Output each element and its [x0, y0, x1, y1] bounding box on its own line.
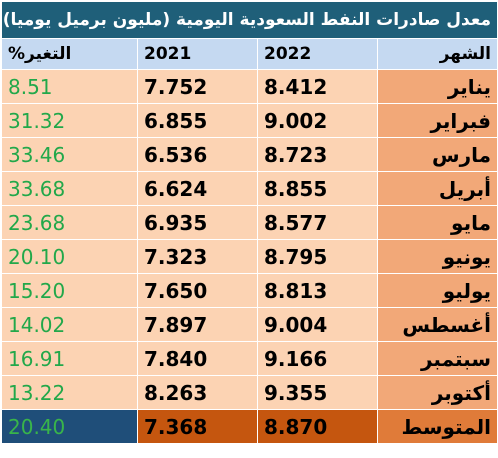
month-cell: يوليو: [377, 273, 498, 308]
month-cell: سبتمبر: [377, 341, 498, 376]
data-row: أغسطس 9.004 7.897 14.02: [1, 307, 498, 342]
data-row: أبريل 8.855 6.624 33.68: [1, 171, 498, 206]
value-2021-cell: 7.650: [137, 273, 258, 308]
month-cell: المتوسط: [377, 409, 498, 444]
month-cell: أكتوبر: [377, 375, 498, 410]
value-2022-cell: 9.166: [257, 341, 378, 376]
change-cell: 8.51: [1, 69, 138, 104]
value-2022-cell: 8.577: [257, 205, 378, 240]
value-2022-cell: 9.004: [257, 307, 378, 342]
value-2022-cell: 9.355: [257, 375, 378, 410]
value-2021-cell: 7.323: [137, 239, 258, 274]
value-2021-cell: 7.368: [137, 409, 258, 444]
value-2021-cell: 6.935: [137, 205, 258, 240]
change-cell: 33.68: [1, 171, 138, 206]
value-2021-cell: 6.536: [137, 137, 258, 172]
value-2022-cell: 8.813: [257, 273, 378, 308]
value-2021-cell: 6.855: [137, 103, 258, 138]
value-2022-cell: 8.870: [257, 409, 378, 444]
header-cell: 2021: [137, 38, 258, 70]
header-cell: التغير%: [1, 38, 138, 70]
change-cell: 20.10: [1, 239, 138, 274]
data-row: مايو 8.577 6.935 23.68: [1, 205, 498, 240]
change-cell: 20.40: [1, 409, 138, 444]
table-body: يناير 8.412 7.752 8.51 فبراير 9.002 6.855 31.32…: [1, 69, 498, 444]
month-cell: مايو: [377, 205, 498, 240]
header-row: الشهر 2022 2021 التغير%: [1, 38, 498, 70]
change-cell: 14.02: [1, 307, 138, 342]
change-cell: 33.46: [1, 137, 138, 172]
value-2021-cell: 7.840: [137, 341, 258, 376]
data-row: يناير 8.412 7.752 8.51: [1, 69, 498, 104]
value-2022-cell: 9.002: [257, 103, 378, 138]
value-2022-cell: 8.855: [257, 171, 378, 206]
month-cell: يناير: [377, 69, 498, 104]
value-2022-cell: 8.795: [257, 239, 378, 274]
value-2021-cell: 7.897: [137, 307, 258, 342]
month-cell: يونيو: [377, 239, 498, 274]
data-row: مارس 8.723 6.536 33.46: [1, 137, 498, 172]
change-cell: 16.91: [1, 341, 138, 376]
value-2022-cell: 8.723: [257, 137, 378, 172]
exports-table: معدل صادرات النفط السعودية اليومية (مليو…: [1, 1, 498, 444]
value-2021-cell: 6.624: [137, 171, 258, 206]
value-2022-cell: 8.412: [257, 69, 378, 104]
header-cell: 2022: [257, 38, 378, 70]
value-2021-cell: 8.263: [137, 375, 258, 410]
change-cell: 31.32: [1, 103, 138, 138]
data-row: أكتوبر 9.355 8.263 13.22: [1, 375, 498, 410]
data-row: يونيو 8.795 7.323 20.10: [1, 239, 498, 274]
table-title: معدل صادرات النفط السعودية اليومية (مليو…: [1, 1, 498, 39]
month-cell: أغسطس: [377, 307, 498, 342]
change-cell: 15.20: [1, 273, 138, 308]
month-cell: فبراير: [377, 103, 498, 138]
data-row: يوليو 8.813 7.650 15.20: [1, 273, 498, 308]
change-cell: 13.22: [1, 375, 138, 410]
header-cell: الشهر: [377, 38, 498, 70]
data-row: سبتمبر 9.166 7.840 16.91: [1, 341, 498, 376]
change-cell: 23.68: [1, 205, 138, 240]
month-cell: أبريل: [377, 171, 498, 206]
month-cell: مارس: [377, 137, 498, 172]
value-2021-cell: 7.752: [137, 69, 258, 104]
data-row: فبراير 9.002 6.855 31.32: [1, 103, 498, 138]
average-row: المتوسط 8.870 7.368 20.40: [1, 409, 498, 444]
